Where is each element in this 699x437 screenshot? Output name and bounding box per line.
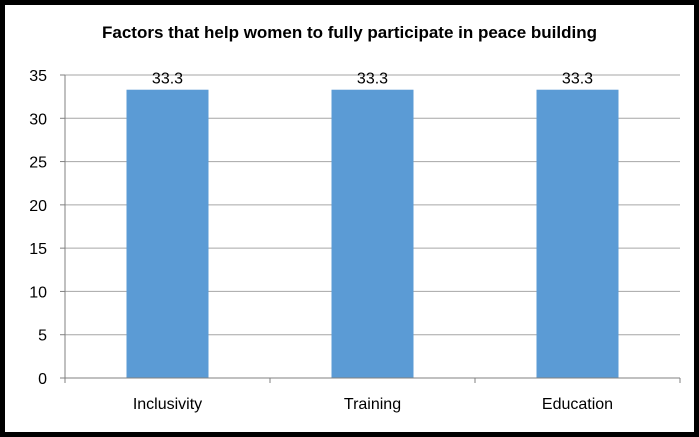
y-tick-label: 35 xyxy=(29,68,47,85)
y-tick-label: 15 xyxy=(29,241,47,258)
data-label: 33.3 xyxy=(152,71,183,88)
bars xyxy=(126,89,619,379)
category-label: Education xyxy=(542,396,613,413)
axes xyxy=(60,74,681,383)
data-label: 33.3 xyxy=(562,71,593,88)
data-label: 33.3 xyxy=(357,71,388,88)
y-tick-label: 0 xyxy=(38,371,47,388)
y-tick-label: 10 xyxy=(29,284,47,301)
y-tick-label: 25 xyxy=(29,155,47,172)
y-tick-label: 5 xyxy=(38,328,47,345)
labels: 0 5 10 15 20 25 30 35 33.3 Inclusivity 33.3 Trainin… xyxy=(29,68,613,413)
bar-training xyxy=(331,89,414,379)
bar-inclusivity xyxy=(126,89,209,379)
y-tick-label: 30 xyxy=(29,111,47,128)
chart-title: Factors that help women to fully partici… xyxy=(102,23,597,42)
bar-education xyxy=(536,89,619,379)
category-label: Training xyxy=(344,396,401,413)
y-tick-label: 20 xyxy=(29,198,47,215)
category-label: Inclusivity xyxy=(133,396,202,413)
